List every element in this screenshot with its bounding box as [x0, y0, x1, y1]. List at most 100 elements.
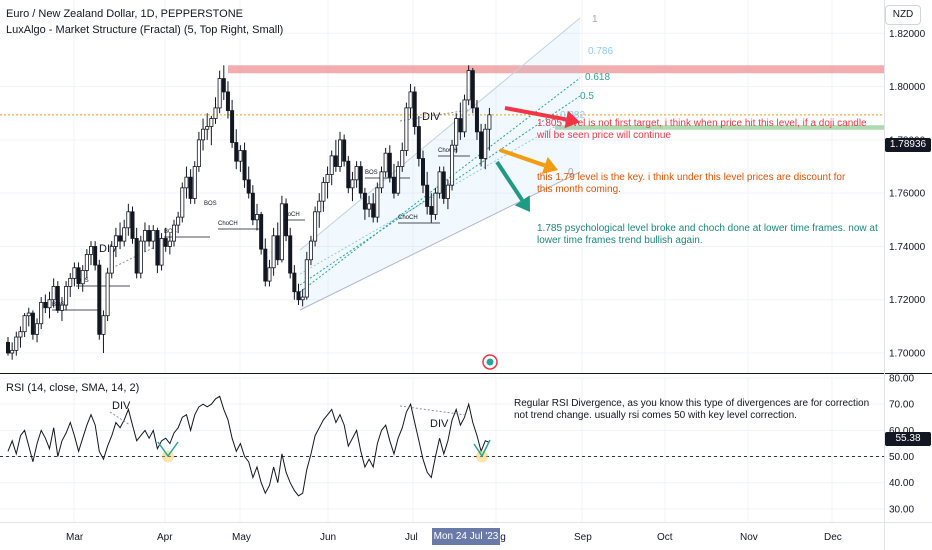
candle-up — [51, 286, 56, 301]
candle-up — [10, 349, 15, 354]
candle-down — [259, 214, 264, 250]
candle-up — [313, 211, 318, 242]
candle-up — [39, 301, 44, 325]
candle-down — [242, 150, 247, 181]
fib-level-label: 0.5 — [580, 91, 594, 102]
structure-label: ChoCH — [398, 215, 418, 221]
candle-down — [425, 184, 430, 207]
candle-up — [196, 139, 201, 167]
candle-up — [329, 155, 334, 175]
divergence-line — [399, 109, 469, 122]
candle-down — [55, 286, 60, 311]
symbol-title[interactable]: Euro / New Zealand Dollar, 1D, PEPPERSTO… — [6, 8, 244, 20]
candle-up — [450, 144, 455, 186]
structure-label: ChoCH — [218, 221, 238, 227]
candle-down — [43, 301, 48, 309]
candle-down — [147, 230, 152, 242]
time-tick-label: Jun — [320, 532, 336, 543]
rsi-tick-label: 50.00 — [889, 452, 914, 463]
candle-up — [300, 296, 305, 301]
fib-channel-lower — [299, 171, 581, 311]
price-tick-label: 1.72000 — [889, 295, 926, 306]
candle-up — [167, 240, 172, 247]
candle-up — [184, 176, 189, 189]
candle-up — [308, 240, 313, 261]
structure-label: BOS — [365, 170, 378, 176]
rsi-tick-label: 40.00 — [889, 478, 914, 489]
candle-down — [292, 272, 297, 293]
fib-level-label: 0.786 — [588, 46, 613, 57]
rsi-line — [7, 395, 490, 497]
candle-up — [317, 200, 322, 213]
candle-up — [68, 278, 73, 287]
current-rsi-tag: 55.38 — [885, 432, 931, 446]
candle-down — [134, 238, 139, 274]
candle-up — [354, 166, 359, 181]
arrow-teal-head — [514, 195, 530, 212]
candle-up — [454, 118, 459, 146]
candle-up — [209, 118, 214, 127]
arrow-red-head — [564, 110, 580, 129]
candle-down — [130, 211, 135, 239]
structure-label: BOS — [164, 229, 177, 235]
candle-up — [487, 114, 492, 130]
div-label-rsi: DIV — [112, 400, 131, 412]
indicator-label[interactable]: LuxAlgo - Market Structure (Fractal) (5,… — [6, 24, 284, 36]
candle-up — [101, 315, 106, 335]
candle-up — [26, 312, 31, 317]
currency-button[interactable]: NZD — [885, 5, 921, 25]
candle-up — [217, 78, 222, 109]
crosshair-date: Mon 24 Jul '23 — [432, 528, 500, 545]
candle-down — [479, 131, 484, 159]
candle-up — [22, 315, 27, 333]
candle-up — [396, 166, 401, 194]
candle-up — [279, 203, 284, 261]
candle-down — [288, 235, 293, 274]
candle-down — [391, 176, 396, 194]
time-tick-label: Nov — [740, 532, 758, 543]
fib-level-label: 0.618 — [585, 72, 610, 83]
candle-down — [416, 126, 421, 159]
candle-up — [213, 107, 218, 119]
support-zone — [555, 125, 884, 130]
candle-up — [445, 184, 450, 199]
fib-channel-upper — [299, 17, 581, 251]
candle-up — [59, 304, 64, 311]
structure-label: BOS — [204, 201, 217, 207]
candle-down — [420, 158, 425, 186]
candle-down — [221, 78, 226, 93]
candle-down — [234, 142, 239, 162]
candle-down — [342, 139, 347, 162]
candle-up — [126, 211, 131, 229]
candle-up — [18, 331, 23, 338]
candle-down — [470, 70, 475, 109]
candle-down — [412, 91, 417, 127]
candle-up — [466, 70, 471, 101]
current-price-tag: 1.78936 — [885, 138, 931, 152]
candle-up — [176, 216, 181, 226]
candle-up — [254, 214, 259, 221]
candle-up — [238, 150, 243, 162]
candle-down — [474, 107, 479, 133]
arrow-orange — [499, 148, 546, 168]
candle-up — [80, 270, 85, 285]
resistance-zone — [228, 65, 884, 74]
time-tick-label: Oct — [657, 532, 673, 543]
candle-up — [483, 128, 488, 159]
price-tick-label: 1.76000 — [889, 189, 926, 200]
candle-down — [371, 203, 376, 218]
candle-up — [367, 203, 372, 210]
candle-up — [337, 139, 342, 167]
rsi-tick-label: 70.00 — [889, 400, 914, 411]
rsi-v-mark — [473, 439, 491, 458]
candle-down — [333, 155, 338, 167]
note-rsi: Regular RSI Divergence, as you know this… — [514, 398, 870, 421]
candle-down — [6, 341, 11, 354]
divergence-line — [111, 246, 156, 269]
rsi-indicator-label[interactable]: RSI (14, close, SMA, 14, 2) — [6, 382, 140, 394]
div-label-rsi: DIV — [430, 418, 449, 430]
candle-down — [358, 166, 363, 194]
candle-up — [142, 230, 147, 242]
candle-up — [113, 235, 118, 247]
